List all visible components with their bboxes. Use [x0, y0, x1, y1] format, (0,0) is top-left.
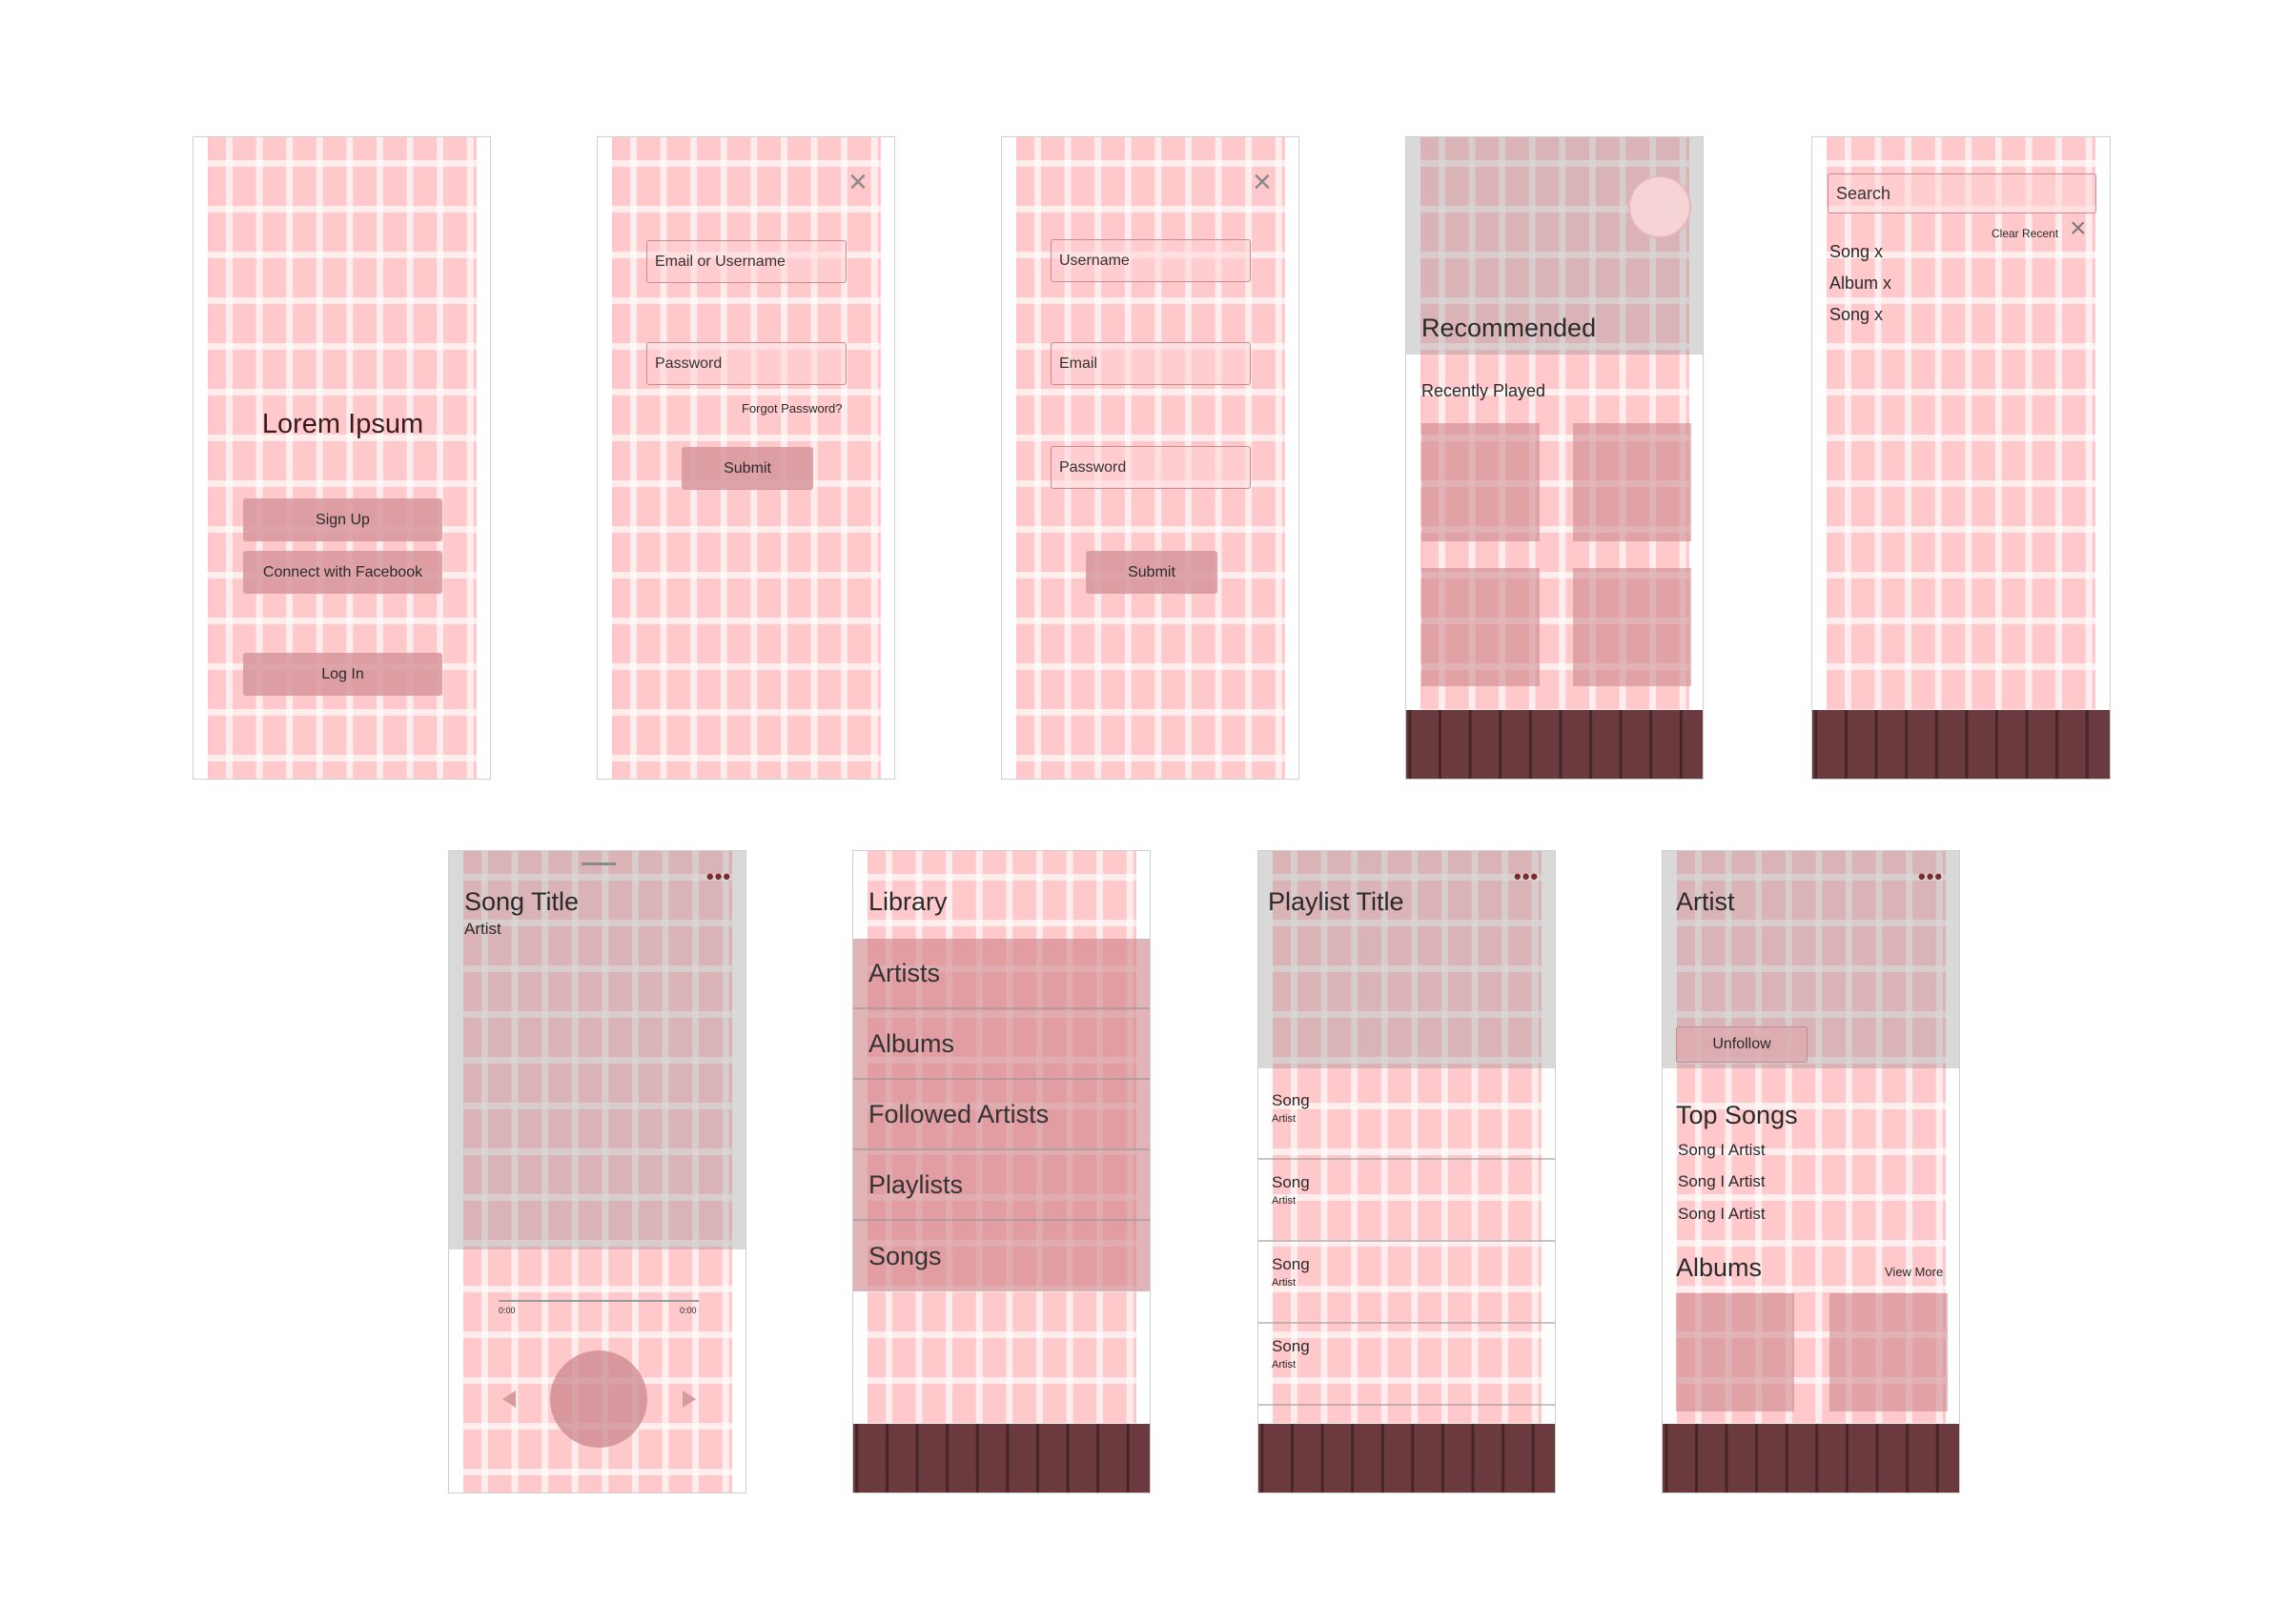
library-item-albums[interactable]: Albums [853, 1009, 1150, 1080]
top-song-item[interactable]: Song I Artist [1678, 1172, 1766, 1190]
recent-tile[interactable] [1421, 568, 1540, 686]
top-songs-heading: Top Songs [1676, 1101, 1798, 1129]
library-title: Library [868, 887, 948, 916]
submit-button[interactable]: Submit [1086, 551, 1217, 594]
song-name: Song [1272, 1091, 1310, 1109]
album-art-area [449, 851, 746, 1249]
play-pause-button[interactable] [550, 1350, 647, 1448]
screen-library: Library Artists Albums Followed Artists … [852, 850, 1151, 1493]
screen-artist: Artist ••• Unfollow Top Songs Song I Art… [1662, 850, 1960, 1493]
email-or-username-field[interactable]: Email or Username [646, 240, 847, 283]
next-icon[interactable] [683, 1391, 696, 1408]
album-tile[interactable] [1829, 1293, 1948, 1411]
recent-search-item[interactable]: Album x [1829, 274, 1892, 293]
song-artist: Artist [1272, 1277, 1297, 1289]
song-name: Song [1272, 1255, 1310, 1273]
more-options-icon[interactable]: ••• [1514, 864, 1540, 888]
recent-search-item[interactable]: Song x [1829, 305, 1884, 324]
album-tile[interactable] [1676, 1293, 1794, 1411]
artist-title: Artist [1676, 887, 1735, 916]
more-options-icon[interactable]: ••• [1918, 864, 1944, 888]
submit-button[interactable]: Submit [682, 447, 813, 490]
tab-bar[interactable] [1663, 1424, 1959, 1492]
drag-handle[interactable] [582, 863, 616, 865]
recommended-heading: Recommended [1421, 314, 1597, 342]
username-field[interactable]: Username [1051, 239, 1251, 282]
playlist-header [1258, 851, 1555, 1068]
song-row[interactable]: Song Artist [1258, 1242, 1555, 1324]
app-title: Lorem Ipsum [261, 409, 424, 439]
total-time: 0:00 [680, 1306, 697, 1315]
song-artist: Artist [1272, 1113, 1297, 1125]
password-field[interactable]: Password [646, 342, 847, 385]
search-input[interactable]: Search [1828, 173, 2096, 213]
tab-bar[interactable] [1406, 710, 1703, 779]
song-row[interactable]: Song Artist [1258, 1078, 1555, 1160]
sign-up-button[interactable]: Sign Up [243, 498, 442, 541]
view-more-link[interactable]: View More [1885, 1265, 1944, 1279]
song-name: Song [1272, 1337, 1310, 1355]
unfollow-button[interactable]: Unfollow [1676, 1026, 1808, 1063]
progress-bar[interactable] [499, 1300, 699, 1302]
layout-grid [1827, 137, 2095, 779]
library-item-songs[interactable]: Songs [853, 1221, 1150, 1291]
tab-bar[interactable] [1812, 710, 2110, 779]
song-name: Song [1272, 1173, 1310, 1191]
recent-tile[interactable] [1421, 423, 1540, 541]
recent-search-item[interactable]: Song x [1829, 242, 1884, 261]
top-song-item[interactable]: Song I Artist [1678, 1141, 1766, 1159]
elapsed-time: 0:00 [499, 1306, 516, 1315]
albums-heading: Albums [1676, 1253, 1763, 1282]
profile-avatar[interactable] [1628, 175, 1691, 238]
tab-bar[interactable] [853, 1424, 1150, 1492]
previous-icon[interactable] [502, 1391, 516, 1408]
recently-played-heading: Recently Played [1421, 381, 1546, 400]
playlist-title: Playlist Title [1268, 887, 1404, 916]
close-icon[interactable]: × [2070, 213, 2087, 244]
password-field[interactable]: Password [1051, 446, 1251, 489]
more-options-icon[interactable]: ••• [706, 864, 732, 888]
screen-sign-in: × Email or Username Password Forgot Pass… [597, 136, 895, 780]
recommended-header [1406, 137, 1703, 355]
library-item-artists[interactable]: Artists [853, 939, 1150, 1009]
screen-register: × Username Email Password Submit [1001, 136, 1299, 780]
layout-grid [1273, 851, 1542, 1492]
close-icon[interactable]: × [848, 164, 868, 200]
song-artist: Artist [1272, 1195, 1297, 1207]
screen-landing: Lorem Ipsum Sign Up Connect with Faceboo… [193, 136, 491, 780]
song-title: Song Title [464, 887, 580, 916]
log-in-button[interactable]: Log In [243, 653, 442, 696]
library-item-followed-artists[interactable]: Followed Artists [853, 1080, 1150, 1150]
recent-tile[interactable] [1573, 568, 1691, 686]
top-song-item[interactable]: Song I Artist [1678, 1205, 1766, 1223]
email-field[interactable]: Email [1051, 342, 1251, 385]
tab-bar[interactable] [1258, 1424, 1555, 1492]
clear-recent-button[interactable]: Clear Recent [1992, 227, 2059, 240]
screen-home: Recommended Recently Played [1405, 136, 1704, 780]
screen-now-playing: ••• Song Title Artist 0:00 0:00 [448, 850, 746, 1493]
library-item-playlists[interactable]: Playlists [853, 1150, 1150, 1221]
facebook-connect-button[interactable]: Connect with Facebook [243, 551, 442, 594]
song-row[interactable]: Song Artist [1258, 1160, 1555, 1242]
recent-tile[interactable] [1573, 423, 1691, 541]
song-artist: Artist [1272, 1359, 1297, 1370]
screen-playlist: Playlist Title ••• Song Artist Song Arti… [1257, 850, 1556, 1493]
screen-search: Search Clear Recent × Song x Album x Son… [1811, 136, 2111, 780]
artist-name: Artist [464, 920, 501, 938]
forgot-password-link[interactable]: Forgot Password? [742, 401, 843, 416]
song-row[interactable]: Song Artist [1258, 1324, 1555, 1406]
close-icon[interactable]: × [1253, 164, 1272, 200]
